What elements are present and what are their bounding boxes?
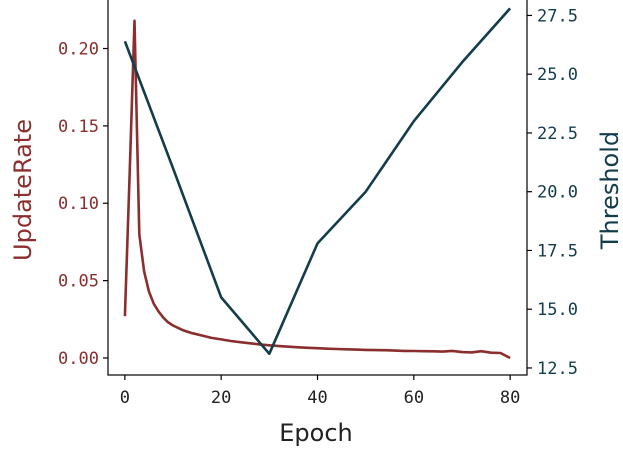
- right-y-tick-label: 20.0: [537, 183, 578, 203]
- left-y-tick-label: 0.10: [58, 194, 99, 214]
- left-y-tick-label: 0.20: [58, 40, 99, 60]
- right-y-tick-label: 25.0: [537, 65, 578, 85]
- right-y-tick-label: 22.5: [537, 124, 578, 144]
- x-tick-label: 0: [120, 388, 130, 408]
- plot-area: [107, 0, 528, 376]
- x-tick-label: 20: [211, 388, 231, 408]
- right-y-tick-label: 12.5: [537, 359, 578, 379]
- right-y-axis-title: Threshold: [596, 131, 623, 250]
- x-axis-title: Epoch: [279, 419, 353, 447]
- update-rate-line: [123, 19, 511, 360]
- plot-frame: [107, 0, 528, 376]
- x-axis: 0 20 40 60 80: [120, 375, 520, 408]
- left-y-tick-label: 0.00: [58, 349, 99, 369]
- x-tick-label: 60: [404, 388, 424, 408]
- right-y-axis: 12.5 15.0 17.5 20.0 22.5 25.0 27.5: [527, 6, 578, 379]
- left-y-axis-title: UpdateRate: [9, 119, 37, 261]
- left-y-axis: 0.00 0.05 0.10 0.15 0.20: [58, 40, 108, 369]
- series-layer: [123, 7, 512, 360]
- right-y-tick-label: 15.0: [537, 300, 578, 320]
- threshold-line: [123, 7, 512, 356]
- left-y-tick-label: 0.05: [58, 272, 99, 292]
- x-tick-label: 40: [307, 388, 327, 408]
- right-y-tick-label: 27.5: [537, 6, 578, 26]
- x-tick-label: 80: [500, 388, 520, 408]
- left-y-tick-label: 0.15: [58, 117, 99, 137]
- right-y-tick-label: 17.5: [537, 241, 578, 261]
